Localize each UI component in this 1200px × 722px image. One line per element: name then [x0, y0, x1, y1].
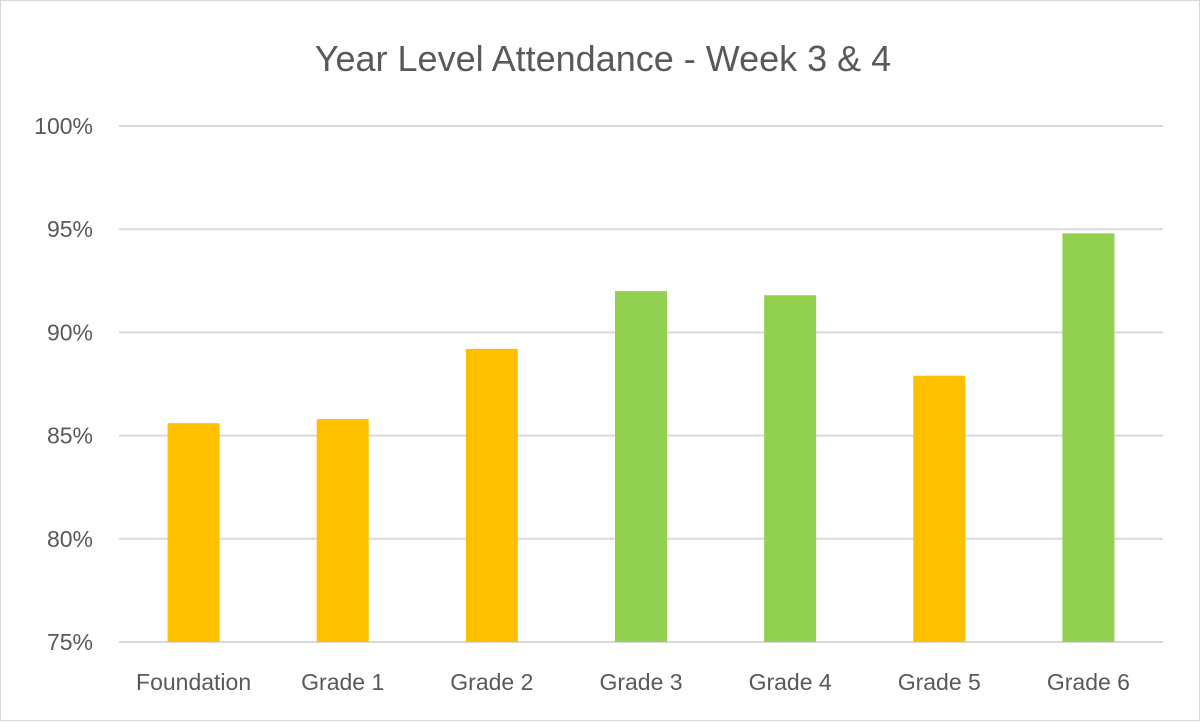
- x-tick-label: Grade 3: [599, 669, 682, 695]
- y-tick-label: 90%: [47, 319, 93, 345]
- bar-grade-3: [615, 291, 667, 642]
- y-tick-label: 80%: [47, 526, 93, 552]
- bar-foundation: [167, 423, 220, 642]
- x-tick-label: Grade 6: [1047, 669, 1130, 695]
- bars: [167, 233, 1115, 642]
- x-tick-label: Foundation: [136, 669, 251, 695]
- bar-grade-5: [913, 375, 966, 642]
- y-tick-label: 95%: [47, 216, 93, 242]
- x-tick-label: Grade 1: [301, 669, 384, 695]
- bar-grade-2: [465, 348, 518, 642]
- y-tick-label: 75%: [47, 629, 93, 655]
- bar-grade-6: [1062, 233, 1115, 642]
- x-tick-label: Grade 4: [749, 669, 832, 695]
- chart-title: Year Level Attendance - Week 3 & 4: [315, 38, 891, 79]
- x-tick-label: Grade 5: [898, 669, 981, 695]
- bar-grade-1: [316, 419, 369, 642]
- x-tick-label: Grade 2: [450, 669, 533, 695]
- y-axis-ticks: 75% 80% 85% 90% 95% 100%: [34, 113, 93, 655]
- bar-grade-4: [764, 295, 817, 642]
- y-tick-label: 85%: [47, 423, 93, 449]
- x-axis-ticks: Foundation Grade 1 Grade 2 Grade 3 Grade 4 Gr…: [136, 669, 1130, 695]
- y-tick-label: 100%: [34, 113, 93, 139]
